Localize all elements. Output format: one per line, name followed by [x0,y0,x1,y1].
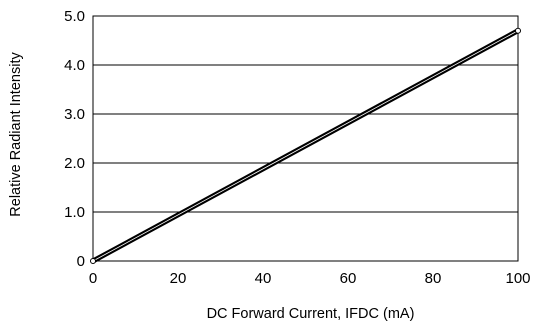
x-axis-tick-labels: 0 20 40 60 80 100 [89,270,531,287]
y-axis-tick-labels: 0 1.0 2.0 3.0 4.0 5.0 [64,8,85,270]
plot-area-frame [92,15,519,262]
y-tick-label: 2.0 [64,155,85,172]
x-tick-label: 0 [89,270,97,287]
data-point [515,27,521,34]
y-tick-label: 1.0 [64,204,85,221]
y-axis-title: Relative Radiant Intensity [8,52,24,217]
y-tick-label: 3.0 [64,106,85,123]
grid [93,64,518,213]
y-tick-label: 5.0 [64,8,85,25]
x-tick-label: 100 [505,270,530,287]
series-line-highlight-0 [92,30,519,262]
x-tick-label: 40 [255,270,272,287]
data-point [90,258,96,264]
y-tick-label: 4.0 [64,57,85,74]
x-tick-label: 60 [340,270,357,287]
x-tick-label: 80 [425,270,442,287]
x-axis-title: DC Forward Current, IFDC (mA) [207,306,415,322]
x-tick-label: 20 [170,270,187,287]
series [90,27,521,264]
y-tick-label: 0 [77,253,85,270]
